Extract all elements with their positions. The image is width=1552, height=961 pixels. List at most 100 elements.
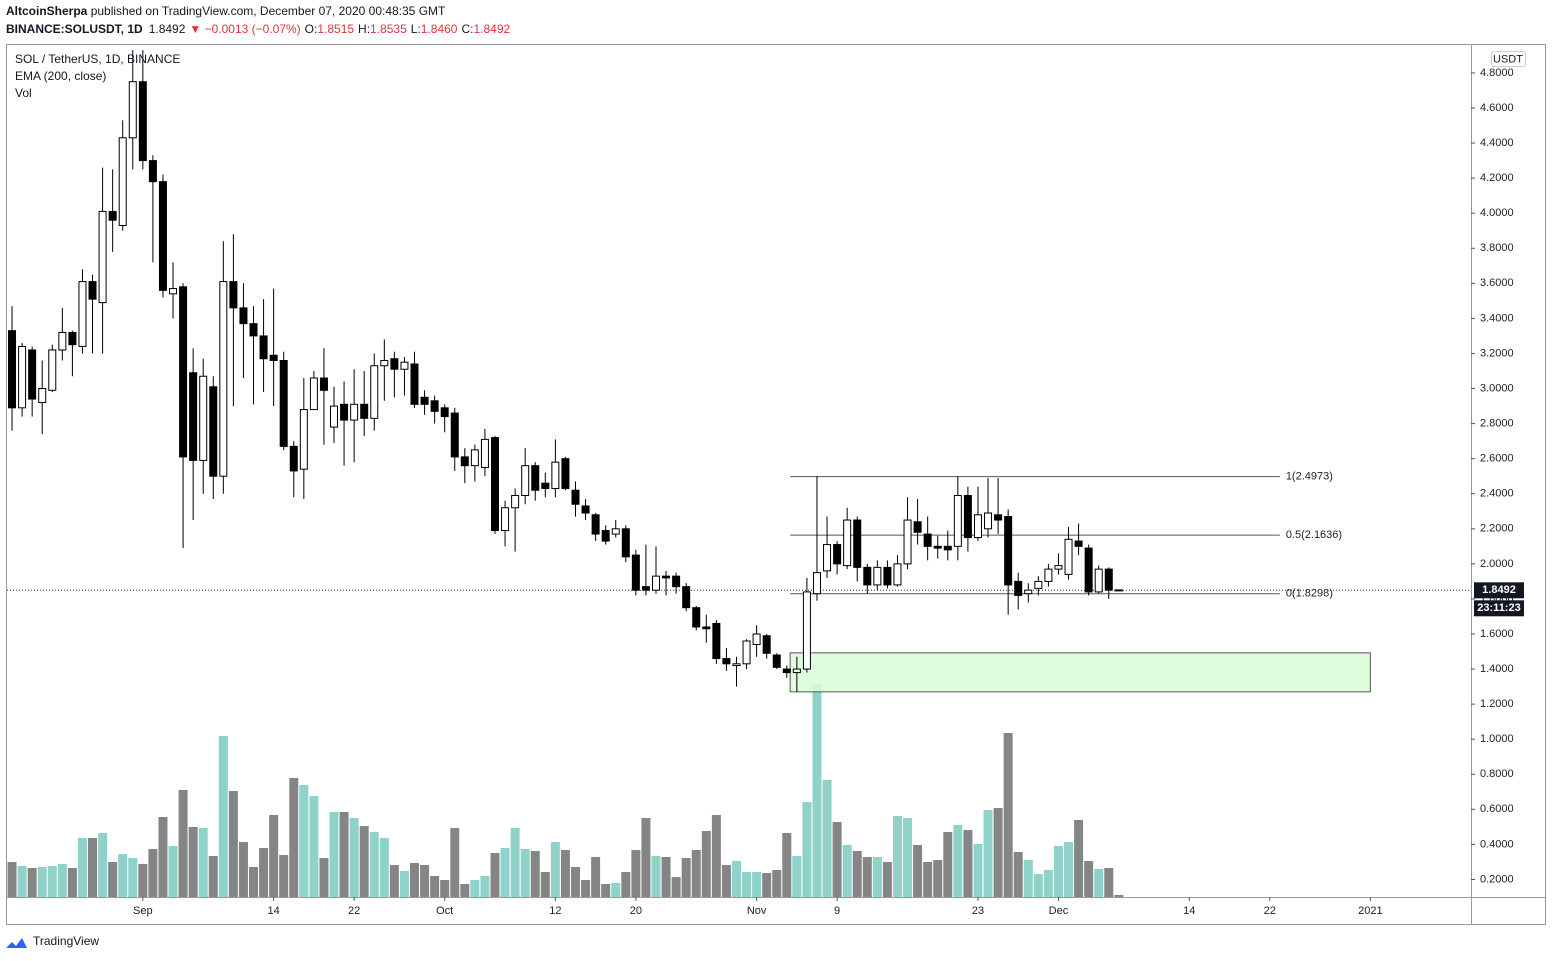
candle-body — [953, 494, 962, 547]
volume-bar — [57, 864, 67, 897]
ohlc-label: H: — [358, 22, 370, 36]
volume-bar — [420, 865, 430, 897]
candle-body — [309, 377, 318, 411]
candle-body — [863, 566, 872, 586]
volume-bar — [218, 736, 228, 897]
volume-bar — [601, 884, 611, 897]
x-tick-label: 22 — [348, 905, 360, 917]
volume-bar — [651, 856, 661, 897]
candle-body — [501, 507, 510, 532]
candle-body — [28, 349, 37, 400]
brand: TradingView — [33, 934, 99, 948]
candle-body — [38, 388, 47, 404]
volume-bar — [993, 808, 1003, 897]
volume-bar — [842, 845, 852, 897]
candle-body — [88, 281, 97, 300]
candle-body — [782, 668, 791, 674]
logo: TradingView — [6, 934, 99, 948]
ohlc-label: O: — [305, 22, 318, 36]
y-tick-label: 2.4000 — [1480, 488, 1514, 500]
symbol-line: BINANCE:SOLUSDT, 1D 1.8492 ▼ −0.0013 (−0.0… — [6, 22, 510, 36]
zone — [789, 652, 1371, 693]
volume-bar — [1104, 868, 1114, 897]
volume-bar — [128, 858, 138, 897]
currency: USDT — [1493, 53, 1523, 65]
volume-bar — [329, 812, 339, 897]
volume-bar — [872, 857, 882, 897]
candle-body — [802, 591, 811, 670]
volume-bar — [27, 868, 37, 897]
y-tick-label: 2.8000 — [1480, 418, 1514, 430]
candle-body — [78, 281, 87, 347]
volume-bar — [802, 802, 812, 897]
volume-bar — [621, 872, 631, 897]
volume-bar — [832, 822, 842, 897]
volume-bar — [379, 838, 389, 897]
volume-bar — [661, 857, 671, 897]
candle-body — [893, 563, 902, 586]
candle-body — [963, 494, 972, 539]
candle-body — [249, 323, 258, 337]
volume-bar — [701, 831, 711, 897]
volume-bar — [711, 815, 721, 897]
volume-bar — [731, 861, 741, 897]
published: published on TradingView.com, December 0… — [87, 4, 446, 18]
y-tick-label: 4.4000 — [1480, 137, 1514, 149]
candle-body — [692, 607, 701, 628]
x-tick-label: Nov — [747, 905, 767, 917]
x-tick-label: 9 — [834, 905, 840, 917]
volume-bar — [762, 873, 772, 897]
candle-body — [923, 533, 932, 547]
candle-body — [360, 403, 369, 419]
volume-bar — [510, 828, 520, 897]
x-tick-label: 23 — [972, 905, 984, 917]
volume-bar — [47, 866, 57, 897]
volume-bar — [581, 880, 591, 897]
volume-bar — [319, 858, 329, 897]
candle-body — [491, 437, 499, 532]
volume-bar — [882, 862, 892, 897]
candle-body — [521, 465, 530, 496]
volume-bar — [1023, 860, 1033, 897]
volume-bar — [440, 880, 450, 897]
candle-body — [581, 505, 590, 514]
candle-body — [1034, 580, 1043, 589]
volume-bar — [560, 850, 570, 897]
candle-body — [209, 386, 218, 477]
y-tick-label: 4.2000 — [1480, 172, 1514, 184]
volume-bar — [249, 867, 259, 897]
candle-body — [631, 554, 640, 591]
candle-body — [1004, 516, 1013, 586]
volume-bar — [631, 850, 641, 897]
y-tick-label: 3.8000 — [1480, 242, 1514, 254]
volume-bar — [691, 850, 701, 897]
last: 1.8492 — [149, 22, 186, 36]
legend-item: Vol — [15, 86, 32, 100]
volume-bar — [17, 866, 27, 897]
volume-bar — [1114, 895, 1124, 897]
candle-body — [551, 461, 560, 489]
candle-body — [58, 331, 67, 351]
volume-bar — [98, 833, 108, 897]
candle-body — [18, 345, 27, 409]
volume-bar — [430, 876, 440, 897]
volume-bar — [410, 863, 420, 897]
y-tick-label: 1.2000 — [1480, 698, 1514, 710]
volume-bar — [641, 818, 651, 897]
volume-bar — [943, 832, 953, 897]
candle-body — [984, 512, 993, 530]
candle-body — [621, 528, 630, 558]
candle-body — [289, 445, 298, 472]
volume-bar — [238, 842, 248, 897]
volume-bar — [1064, 842, 1074, 897]
volume-bar — [812, 684, 822, 897]
volume-bar — [792, 856, 802, 897]
volume-bar — [752, 872, 762, 897]
candle-body — [903, 519, 912, 565]
last-price-label: 1.8492 — [1482, 584, 1516, 596]
volume-bar — [671, 877, 681, 897]
volume-bar — [1043, 870, 1053, 897]
candle-body — [672, 575, 681, 588]
candle-body — [601, 530, 610, 542]
